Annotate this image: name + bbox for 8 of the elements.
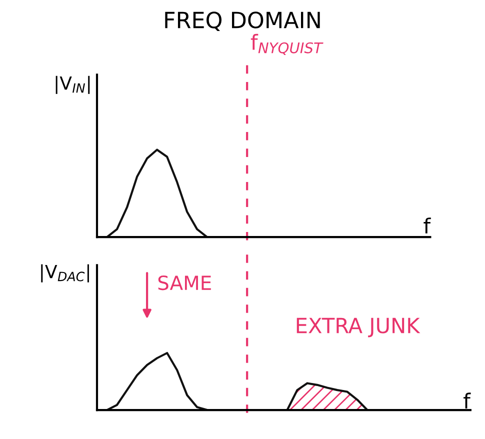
x-axis-title: f: [464, 392, 471, 408]
y-axis-title: |V$_{DAC}$|: [41, 264, 89, 282]
y-axis-title: |V$_{IN}$|: [56, 76, 90, 94]
text: f$_{NYQUIST}$: [250, 34, 324, 56]
text: SAME: [158, 275, 211, 290]
text: EXTRA JUNK: [296, 318, 420, 338]
chart-title: FREQ DOMAIN: [165, 12, 320, 31]
x-axis-title: f: [424, 218, 431, 234]
